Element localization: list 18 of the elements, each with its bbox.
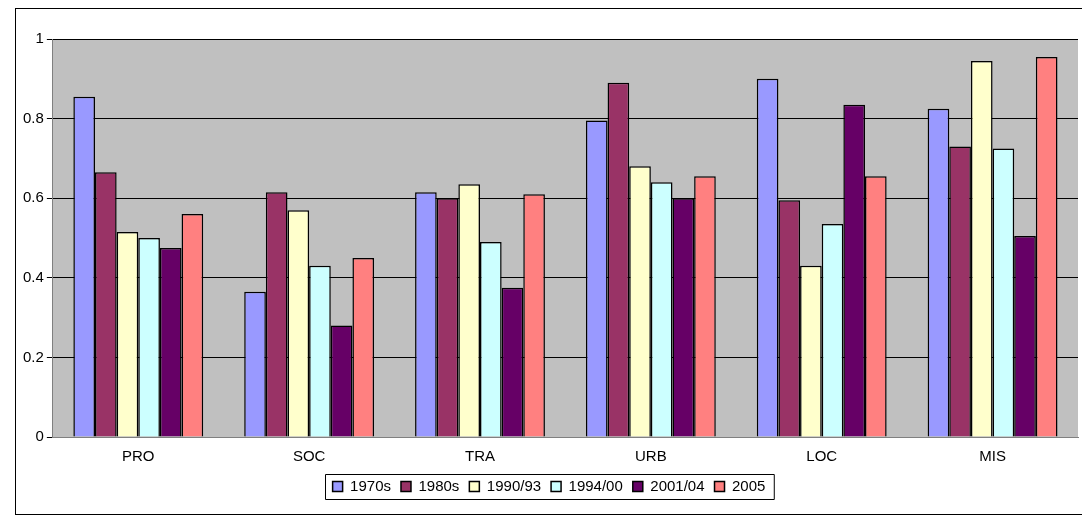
x-tick-label: SOC (292, 447, 326, 465)
y-tick-label: 0.4 (22, 267, 44, 285)
x-tick-label: LOC (806, 447, 838, 465)
legend-label: 1990/93 (486, 476, 542, 494)
y-tick-label: 0 (35, 427, 44, 445)
x-tick-label: MIS (979, 447, 1006, 465)
legend-label: 1980s (418, 476, 460, 494)
legend-label: 1970s (350, 476, 391, 494)
y-tick-label: 1 (35, 29, 44, 47)
y-tick-label: 0.6 (22, 188, 44, 206)
y-tick-label: 0.8 (22, 108, 44, 126)
y-tick-label: 0.2 (22, 347, 44, 365)
x-tick-label: TRA (465, 447, 495, 465)
legend-label: 2005 (732, 476, 766, 494)
legend-label: 1994/00 (568, 476, 623, 494)
x-tick-label: URB (635, 447, 667, 465)
x-tick-label: PRO (122, 447, 155, 465)
legend-label: 2001/04 (650, 476, 705, 494)
